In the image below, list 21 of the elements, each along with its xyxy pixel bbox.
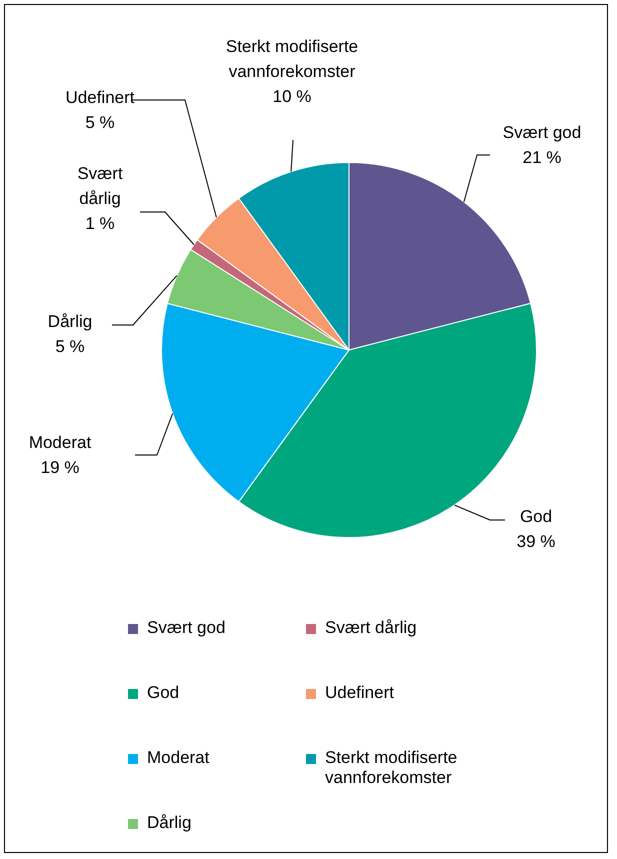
data-label: 19 % (40, 458, 80, 477)
slice-label: Dårlig (48, 312, 92, 331)
data-label: 1 % (85, 214, 115, 233)
legend-label: Svært god (147, 618, 226, 638)
data-label: 39 % (516, 532, 556, 551)
slice-label: Svært dårlig (77, 164, 123, 208)
slice-label: Udefinert (66, 88, 135, 107)
data-label: 10 % (272, 87, 312, 106)
data-label: 21 % (522, 148, 562, 167)
slice-label: Sterkt modifiserte vannforekomster (226, 37, 358, 81)
legend-label: Svært dårlig (325, 618, 417, 638)
legend-label: Moderat (147, 748, 210, 768)
legend-label: Udefinert (325, 683, 394, 703)
legend-label: God (147, 683, 180, 703)
legend-label: Dårlig (147, 813, 192, 833)
data-label: 5 % (55, 337, 85, 356)
slice-label: Svært god (502, 123, 582, 142)
slice-label: Moderat (28, 433, 92, 452)
slice-label: God (520, 507, 552, 526)
legend-label: Sterkt modifiserte vannforekomster (325, 748, 458, 788)
data-label: 5 % (85, 113, 115, 132)
